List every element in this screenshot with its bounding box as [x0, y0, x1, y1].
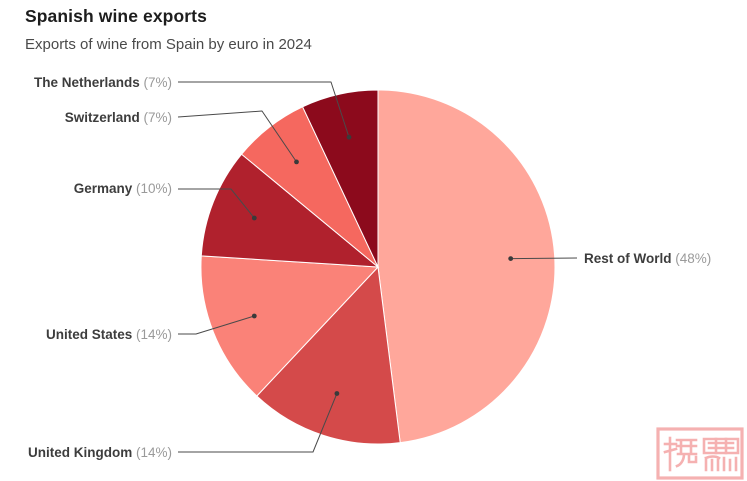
slice-dot-the-netherlands [346, 134, 352, 140]
slice-dot-united-states [251, 313, 257, 319]
pie-slice-germany[interactable] [200, 153, 380, 268]
pie-slice-united-states[interactable] [200, 255, 380, 397]
slice-label-the-netherlands: The Netherlands (7%) [34, 75, 172, 90]
watermark-stamp [656, 427, 744, 480]
slice-label-united-kingdom: United Kingdom (14%) [28, 445, 172, 460]
leader-line-germany [178, 188, 255, 219]
chart-title: Spanish wine exports [25, 6, 207, 26]
chart-subtitle: Exports of wine from Spain by euro in 20… [25, 36, 312, 53]
pie-slice-the-netherlands[interactable] [301, 89, 379, 268]
pie-slice-rest-of-world[interactable] [377, 89, 556, 444]
leader-line-switzerland [177, 110, 297, 163]
slice-label-germany: Germany (10%) [74, 181, 172, 196]
slice-label-switzerland: Switzerland (7%) [65, 110, 172, 125]
slice-label-united-states: United States (14%) [46, 327, 172, 342]
slice-dot-germany [251, 215, 257, 221]
chart-header: Spanish wine exports Exports of wine fro… [25, 6, 312, 53]
slice-dot-switzerland [294, 159, 299, 165]
pie-slice-united-kingdom[interactable] [256, 265, 401, 445]
seal-border [656, 427, 744, 480]
slice-dot-united-kingdom [334, 391, 340, 396]
slice-label-rest-of-world: Rest of World (48%) [584, 251, 711, 266]
leader-line-the-netherlands [178, 81, 350, 138]
seal-glyphs [663, 436, 740, 472]
leader-line-rest-of-world [510, 257, 578, 260]
slice-dot-rest-of-world [508, 256, 514, 261]
leader-line-united-states [178, 315, 255, 335]
leader-line-united-kingdom [178, 393, 338, 453]
